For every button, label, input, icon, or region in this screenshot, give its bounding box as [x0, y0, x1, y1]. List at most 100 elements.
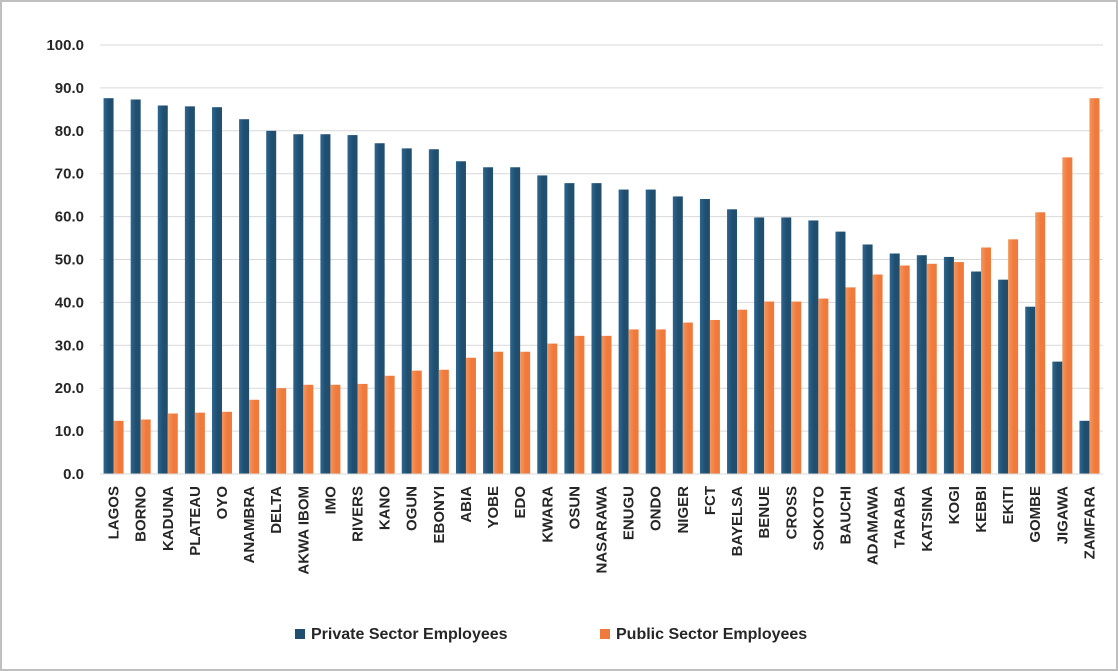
bar-public [547, 343, 558, 474]
bar-private [889, 253, 900, 474]
bar-private [428, 149, 439, 474]
bar-private [618, 189, 629, 474]
bar-private [103, 98, 114, 475]
x-category-label: FCT [702, 486, 719, 515]
bar-private [835, 231, 846, 474]
bar-private [564, 183, 575, 474]
y-tick-label: 100.0 [46, 37, 84, 54]
bar-public [303, 384, 314, 474]
y-tick-label: 80.0 [55, 123, 84, 140]
bar-public [276, 388, 287, 474]
x-category-label: ADAMAWA [865, 486, 882, 565]
y-tick-label: 40.0 [55, 294, 84, 311]
bar-public [465, 357, 476, 474]
x-category-label: KEBBI [973, 486, 990, 533]
x-category-label: SOKOTO [810, 486, 827, 551]
bar-private [130, 99, 141, 474]
bar-private [157, 105, 168, 474]
x-category-label: NASARAWA [594, 486, 611, 574]
bar-public [357, 383, 368, 474]
bar-private [808, 220, 819, 474]
bar-public [737, 309, 748, 474]
bar-public [438, 369, 449, 474]
bar-public [493, 351, 504, 474]
bar-public [899, 265, 910, 474]
bar-public [113, 420, 124, 474]
bar-private [211, 107, 222, 474]
bar-private [1025, 306, 1036, 474]
legend-label-public: Public Sector Employees [616, 626, 807, 643]
bar-public [574, 335, 585, 474]
bar-private [862, 244, 873, 474]
bar-public [601, 335, 612, 474]
x-category-label: KATSINA [919, 486, 936, 552]
y-tick-label: 30.0 [55, 337, 84, 354]
bar-public [981, 247, 992, 474]
x-category-label: KADUNA [160, 486, 177, 551]
bar-public [845, 287, 856, 474]
bar-private [1079, 420, 1090, 474]
bar-private [401, 148, 412, 474]
bar-private [943, 256, 954, 474]
bar-public [682, 322, 693, 474]
bar-private [672, 196, 683, 474]
bar-private [699, 199, 710, 475]
y-tick-label: 0.0 [63, 466, 84, 483]
x-category-label: BORNO [133, 486, 150, 542]
bar-private [347, 135, 358, 474]
bar-public [384, 375, 395, 474]
bar-private [727, 209, 738, 474]
x-category-label: ANAMBRA [241, 486, 258, 564]
x-category-label: EKITI [1000, 486, 1017, 524]
y-tick-label: 70.0 [55, 166, 84, 183]
bar-public [709, 319, 720, 474]
x-category-label: JIGAWA [1054, 486, 1071, 545]
bar-public [872, 274, 883, 474]
x-category-label: CROSS [783, 486, 800, 539]
bar-private [239, 119, 250, 474]
x-category-label: NIGER [675, 486, 692, 534]
bar-public [1062, 157, 1073, 474]
x-category-label: DELTA [268, 486, 285, 534]
x-category-label: BENUE [756, 486, 773, 539]
x-category-label: EDO [512, 486, 529, 519]
bar-private [645, 189, 656, 474]
bar-public [764, 301, 775, 474]
bar-public [818, 298, 829, 474]
bar-public [330, 384, 341, 474]
bar-public [249, 399, 260, 474]
bar-private [293, 134, 304, 474]
bar-private [1052, 361, 1063, 474]
bar-public [1089, 98, 1100, 475]
x-category-label: KANO [377, 486, 394, 530]
bar-private [916, 255, 927, 474]
x-category-label: BAUCHI [837, 486, 854, 544]
x-category-label: OSUN [566, 486, 583, 529]
bar-private [781, 217, 792, 474]
x-category-label: AKWA IBOM [295, 486, 312, 575]
bar-private [483, 167, 494, 474]
bar-private [998, 279, 1009, 474]
bar-private [510, 167, 521, 474]
x-category-label: KOGI [946, 486, 963, 524]
legend-swatch-private [295, 629, 305, 639]
bar-private [754, 217, 765, 474]
bar-public [411, 370, 422, 474]
bar-private [591, 183, 602, 474]
bar-public [140, 419, 151, 474]
bar-public [194, 412, 205, 474]
x-category-label: OGUN [404, 486, 421, 531]
bar-private [266, 130, 277, 475]
bar-public [953, 262, 964, 474]
x-category-label: EBONYI [431, 486, 448, 544]
y-tick-label: 50.0 [55, 252, 84, 269]
bar-public [221, 411, 232, 474]
bar-public [926, 263, 937, 474]
bar-public [655, 329, 666, 474]
x-category-label: TARABA [892, 486, 909, 548]
bar-private [455, 161, 466, 474]
x-category-label: BAYELSA [729, 486, 746, 556]
x-category-label: OYO [214, 486, 231, 520]
bar-private [971, 271, 982, 474]
